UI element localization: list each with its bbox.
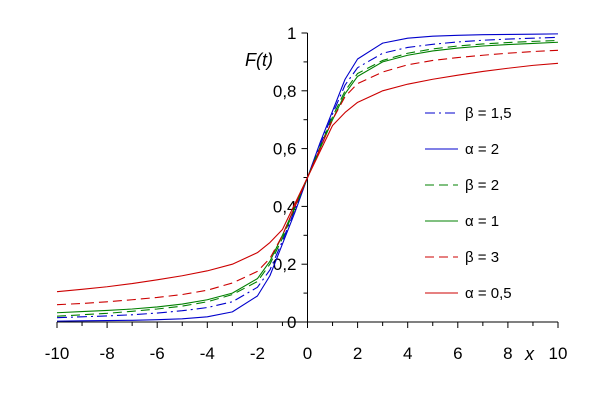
y-tick-label: 1	[287, 24, 296, 43]
series-layer	[56, 33, 559, 322]
x-tick-label: 4	[403, 344, 412, 363]
series-line-6	[56, 62, 559, 293]
y-tick-label: 0,2	[273, 255, 297, 274]
x-tick-label: -8	[100, 344, 115, 363]
x-tick-label: 10	[549, 344, 568, 363]
y-tick-label: 0,8	[273, 82, 297, 101]
legend-label: β = 3	[465, 249, 499, 266]
x-tick-label: -10	[45, 344, 70, 363]
y-tick-label: 0	[287, 313, 296, 332]
x-tick-label: -6	[150, 344, 165, 363]
y-axis-title: F(t)	[245, 50, 273, 70]
legend-label: α = 0,5	[465, 285, 512, 302]
x-tick-label: -4	[200, 344, 215, 363]
x-tick-label: 8	[503, 344, 512, 363]
legend-label: β = 1,5	[465, 105, 512, 122]
legend: β = 1,5 α = 2 β = 2 α = 1 β = 3 α = 0,5	[425, 105, 512, 302]
y-tick-label: 0,6	[273, 140, 297, 159]
legend-label: β = 2	[465, 177, 499, 194]
x-tick-label: 0	[303, 344, 312, 363]
legend-label: α = 1	[465, 213, 499, 230]
series-line-3	[56, 39, 559, 317]
x-tick-label: -2	[250, 344, 265, 363]
x-axis-title: x	[524, 344, 535, 364]
x-tick-label: 6	[453, 344, 462, 363]
x-tick-label: 2	[353, 344, 362, 363]
legend-label: α = 2	[465, 141, 499, 158]
